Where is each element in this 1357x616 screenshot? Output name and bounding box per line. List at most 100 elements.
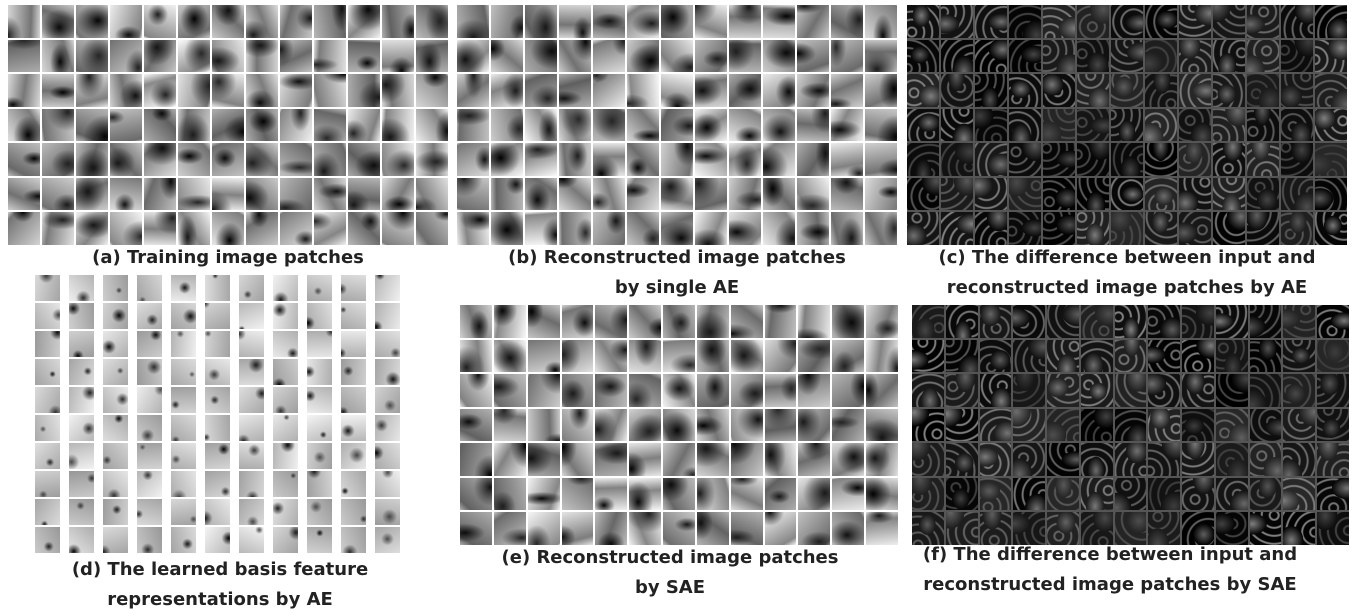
patch: [239, 499, 264, 525]
patch: [375, 415, 400, 441]
patch: [763, 212, 795, 245]
patch: [1111, 143, 1143, 176]
patch-grid: [460, 305, 898, 545]
patch: [137, 387, 162, 413]
patch: [178, 212, 210, 245]
patch: [1115, 443, 1147, 476]
patch: [35, 415, 60, 441]
patch: [866, 443, 898, 476]
patch: [907, 143, 939, 176]
patch: [491, 212, 523, 245]
patch: [246, 5, 278, 38]
patch: [494, 374, 526, 407]
patch: [307, 471, 332, 497]
patch: [1043, 5, 1075, 38]
patch: [382, 109, 414, 142]
patch: [110, 143, 142, 176]
patch: [314, 143, 346, 176]
patch: [1213, 5, 1245, 38]
patch: [341, 275, 366, 301]
patch: [1081, 478, 1113, 511]
patch: [1182, 340, 1214, 373]
patch: [627, 212, 659, 245]
patch: [663, 409, 695, 442]
patch: [382, 5, 414, 38]
patch: [831, 109, 863, 142]
patch: [763, 109, 795, 142]
patch: [798, 478, 830, 511]
patch: [1111, 5, 1143, 38]
patch: [907, 212, 939, 245]
patch: [280, 5, 312, 38]
patch: [1247, 212, 1279, 245]
patch: [273, 359, 298, 385]
patch: [559, 178, 591, 211]
patch: [8, 40, 40, 73]
patch: [1179, 40, 1211, 73]
patch: [946, 478, 978, 511]
patch: [797, 143, 829, 176]
patch: [494, 305, 526, 338]
patch: [239, 275, 264, 301]
patch: [273, 527, 298, 553]
patch: [341, 471, 366, 497]
patch: [239, 303, 264, 329]
patch: [144, 178, 176, 211]
patch: [8, 212, 40, 245]
patch: [103, 527, 128, 553]
patch: [307, 527, 332, 553]
patch: [831, 5, 863, 38]
patch: [663, 478, 695, 511]
patch: [731, 374, 763, 407]
patch: [1009, 109, 1041, 142]
patch: [69, 415, 94, 441]
patch: [375, 471, 400, 497]
patch: [280, 178, 312, 211]
patch: [137, 359, 162, 385]
patch: [273, 331, 298, 357]
patch: [912, 340, 944, 373]
patch: [457, 178, 489, 211]
patch: [865, 74, 897, 107]
patch: [35, 387, 60, 413]
patch: [110, 178, 142, 211]
patch: [865, 143, 897, 176]
patch: [1283, 305, 1315, 338]
patch: [593, 178, 625, 211]
patch: [35, 359, 60, 385]
patch: [765, 512, 797, 545]
patch: [1111, 178, 1143, 211]
patch: [525, 5, 557, 38]
patch: [341, 527, 366, 553]
patch: [1283, 340, 1315, 373]
patch: [663, 443, 695, 476]
patch: [491, 109, 523, 142]
patch: [375, 359, 400, 385]
patch: [946, 374, 978, 407]
patch: [697, 340, 729, 373]
patch: [212, 109, 244, 142]
patch: [1283, 409, 1315, 442]
patch: [1213, 109, 1245, 142]
patch: [171, 443, 196, 469]
patch: [35, 331, 60, 357]
patch: [8, 143, 40, 176]
patch: [941, 143, 973, 176]
patch: [1315, 143, 1347, 176]
patch: [663, 374, 695, 407]
patch: [595, 340, 627, 373]
patch: [525, 212, 557, 245]
patch: [8, 5, 40, 38]
patch: [1182, 374, 1214, 407]
patch: [1013, 443, 1045, 476]
patch: [42, 109, 74, 142]
patch: [1013, 374, 1045, 407]
patch: [205, 359, 230, 385]
patch: [273, 415, 298, 441]
patch: [865, 178, 897, 211]
patch: [205, 415, 230, 441]
patch: [1009, 5, 1041, 38]
patch: [695, 5, 727, 38]
caption-line: reconstructed image patches by SAE: [923, 570, 1297, 600]
patch: [941, 74, 973, 107]
